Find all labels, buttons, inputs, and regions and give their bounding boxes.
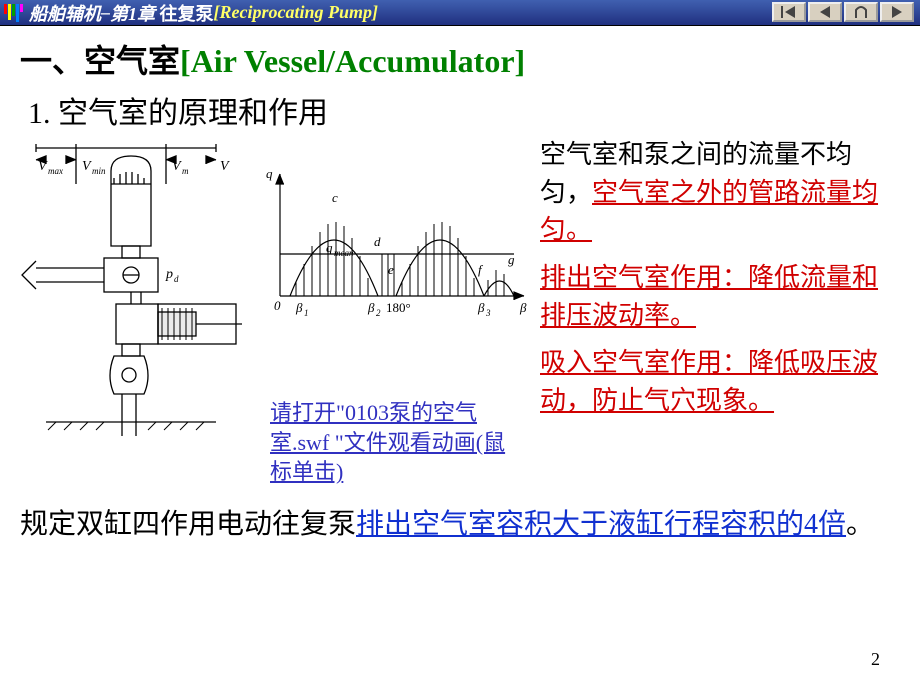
heading-number: 一、	[20, 43, 84, 79]
open-animation-link[interactable]: 请打开"0103泵的空气室.swf "文件观看动画(鼠标单击)	[270, 398, 510, 487]
para-3a: 吸入空气室作用：降低吸压波动，防止气穴现象。	[540, 348, 878, 415]
svg-text:V: V	[38, 159, 48, 174]
svg-text:mean: mean	[334, 248, 354, 258]
para-2a: 排出空气室作用：降低流量和排压波动率。	[540, 263, 878, 330]
svg-text:e: e	[388, 262, 394, 277]
svg-text:c: c	[332, 190, 338, 205]
course-name: 船舶辅机	[29, 0, 101, 26]
nav-first-button[interactable]	[772, 2, 806, 22]
para-1: 空气室和泵之间的流量不均匀，空气室之外的管路流量均匀。	[540, 136, 900, 249]
svg-text:V: V	[172, 159, 182, 174]
svg-text:q: q	[266, 166, 273, 181]
flow-curve-figure: q c d e f g qmean 0 β1 β2 180° β3 β	[256, 156, 536, 326]
svg-text:3: 3	[485, 308, 491, 318]
prev-icon	[818, 6, 832, 18]
heading-en: [Air Vessel/Accumulator]	[180, 43, 525, 79]
bottom-a: 规定双缸四作用电动往复泵	[20, 509, 356, 540]
content-row: Vmax Vmin Vm V pd	[20, 136, 900, 487]
logo-icon	[4, 4, 23, 22]
first-icon	[781, 6, 797, 18]
home-icon	[854, 6, 868, 18]
svg-text:g: g	[508, 252, 515, 267]
nav-button-group	[772, 2, 914, 22]
bottom-rule-text: 规定双缸四作用电动往复泵排出空气室容积大于液缸行程容积的4倍。	[20, 505, 900, 544]
para-2: 排出空气室作用：降低流量和排压波动率。	[540, 259, 900, 334]
svg-text:max: max	[48, 166, 63, 176]
figures-column: Vmax Vmin Vm V pd	[20, 136, 540, 487]
nav-next-button[interactable]	[880, 2, 914, 22]
svg-text:2: 2	[376, 308, 381, 318]
svg-text:β: β	[295, 300, 303, 315]
svg-text:0: 0	[274, 298, 281, 313]
separator: –	[101, 2, 110, 23]
explanation-column: 空气室和泵之间的流量不均匀，空气室之外的管路流量均匀。 排出空气室作用：降低流量…	[540, 136, 900, 487]
svg-text:f: f	[478, 262, 484, 277]
svg-text:β: β	[367, 300, 375, 315]
svg-text:β: β	[519, 300, 527, 315]
svg-text:1: 1	[304, 308, 309, 318]
svg-text:q: q	[326, 240, 333, 255]
section-heading: 一、空气室[Air Vessel/Accumulator]	[20, 36, 900, 82]
svg-text:180°: 180°	[386, 300, 411, 315]
sub-heading: 1. 空气室的原理和作用	[28, 88, 900, 132]
svg-text:m: m	[182, 166, 189, 176]
bottom-b: 排出空气室容积大于液缸行程容积的4倍	[356, 509, 846, 540]
pump-schematic-figure: Vmax Vmin Vm V pd	[16, 136, 248, 446]
bottom-c: 。	[846, 509, 874, 540]
nav-prev-button[interactable]	[808, 2, 842, 22]
next-icon	[890, 6, 904, 18]
svg-text:d: d	[174, 274, 179, 284]
topic-label: 往复泵	[160, 0, 214, 26]
nav-home-button[interactable]	[844, 2, 878, 22]
svg-text:β: β	[477, 300, 485, 315]
svg-text:V: V	[82, 159, 92, 174]
heading-title: 空气室	[84, 43, 180, 79]
page-number: 2	[871, 649, 880, 670]
para-3: 吸入空气室作用：降低吸压波动，防止气穴现象。	[540, 344, 900, 419]
title-bar: 船舶辅机 – 第1章 往复泵 [Reciprocating Pump]	[0, 0, 920, 26]
topic-en: [Reciprocating Pump]	[214, 2, 379, 23]
svg-text:p: p	[165, 267, 173, 282]
svg-text:V: V	[220, 159, 230, 174]
slide-body: 一、空气室[Air Vessel/Accumulator] 1. 空气室的原理和…	[0, 26, 920, 690]
svg-text:min: min	[92, 166, 106, 176]
svg-text:d: d	[374, 234, 381, 249]
chapter-label: 第1章	[110, 0, 155, 26]
